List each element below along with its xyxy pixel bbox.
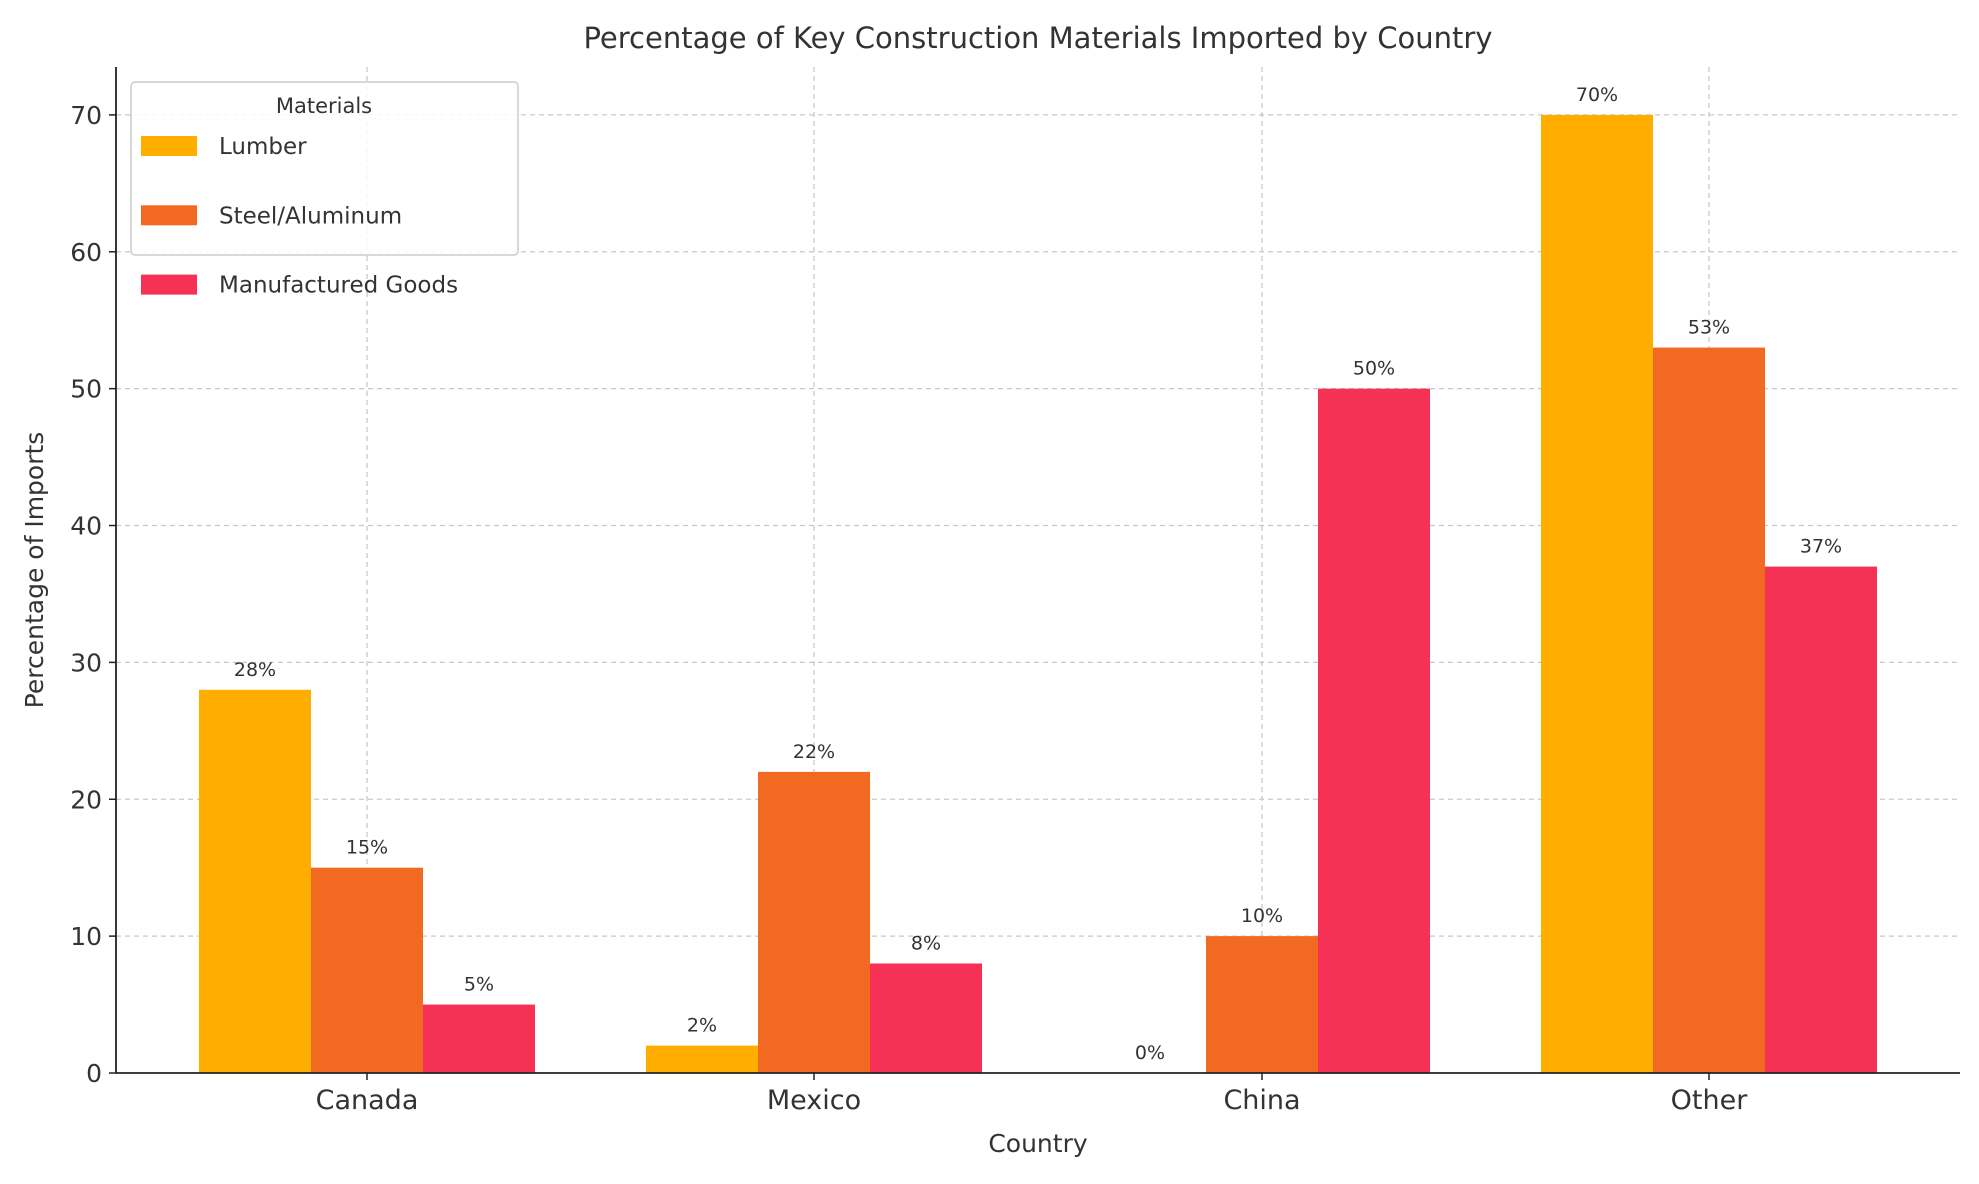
data-label: 5% — [464, 974, 494, 996]
data-label: 2% — [687, 1015, 717, 1037]
bar-steel-aluminum-china — [1206, 936, 1318, 1073]
y-tick-label: 0 — [86, 1059, 102, 1088]
y-tick-label: 60 — [70, 238, 102, 267]
legend-swatch — [141, 205, 197, 226]
data-labels: 28% 2% 0% 70% 15% 22% 10% 53% 5% 8% 50% 37% — [234, 84, 1842, 1064]
y-tick-label: 40 — [70, 512, 102, 541]
x-tick-label: Mexico — [767, 1085, 861, 1116]
data-label: 10% — [1241, 905, 1283, 927]
legend-label: Steel/Aluminum — [219, 203, 402, 229]
legend-swatch — [141, 136, 197, 156]
bar-lumber-mexico — [646, 1045, 758, 1073]
y-tick-label: 70 — [70, 101, 102, 130]
legend-label: Manufactured Goods — [219, 273, 458, 299]
bar-manufactured-goods-china — [1318, 388, 1430, 1074]
y-tick-label: 20 — [70, 785, 102, 814]
bar-lumber-canada — [199, 689, 311, 1073]
data-label: 15% — [346, 837, 388, 859]
data-label: 28% — [234, 659, 276, 681]
data-label: 37% — [1800, 536, 1842, 558]
chart-title: Percentage of Key Construction Materials… — [583, 21, 1492, 55]
data-label: 0% — [1135, 1042, 1165, 1064]
bar-steel-aluminum-canada — [311, 867, 423, 1073]
bars — [199, 114, 1877, 1074]
legend-box — [130, 81, 519, 256]
data-label: 50% — [1353, 358, 1395, 380]
x-tick-label: Canada — [316, 1085, 419, 1116]
data-label: 53% — [1688, 317, 1730, 339]
x-axis-label: Country — [988, 1129, 1088, 1158]
legend-label: Lumber — [219, 134, 307, 160]
y-tick-label: 10 — [70, 922, 102, 951]
bar-manufactured-goods-other — [1765, 566, 1877, 1073]
x-tick-label: China — [1223, 1085, 1300, 1116]
axes: 0 10 20 30 40 50 60 70 Canada Mexico China Other — [70, 67, 1960, 1116]
legend-swatch — [141, 274, 197, 295]
bar-manufactured-goods-mexico — [870, 963, 982, 1073]
data-label: 8% — [911, 933, 941, 955]
data-label: 70% — [1576, 84, 1618, 106]
legend: Materials Lumber Steel/Aluminum Manufactur… — [130, 81, 519, 299]
data-label: 22% — [793, 741, 835, 763]
bar-steel-aluminum-other — [1653, 347, 1765, 1073]
bar-manufactured-goods-canada — [423, 1004, 535, 1073]
bar-steel-aluminum-mexico — [758, 771, 870, 1073]
x-tick-label: Other — [1671, 1085, 1749, 1116]
y-tick-label: 30 — [70, 648, 102, 677]
legend-title: Materials — [276, 94, 372, 118]
y-axis-label: Percentage of Imports — [20, 432, 49, 709]
bar-lumber-other — [1541, 114, 1653, 1073]
y-tick-label: 50 — [70, 375, 102, 404]
